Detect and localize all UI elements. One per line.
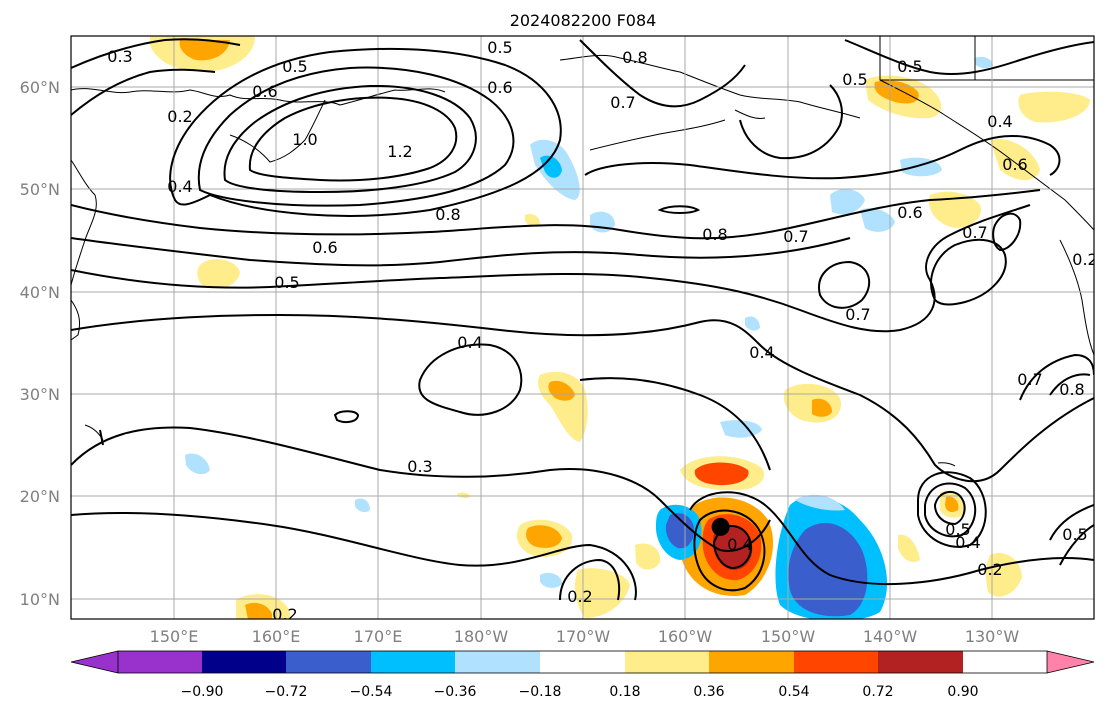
negative-anomaly-storm-core [665,513,695,549]
contour-label: 0.3 [107,47,132,66]
contour-label: 0.8 [702,225,727,244]
colorbar-segment [709,651,794,673]
contour-labels: 0.3 0.2 0.4 0.5 0.6 0.8 1.0 1.2 0.6 0.5 … [107,38,1097,624]
positive-anomaly-north-storm-core [694,462,749,486]
colorbar-tick-label: 0.72 [862,684,893,700]
colorbar-tick-label: 0.90 [947,684,978,700]
contour-label: 0.5 [487,38,512,57]
contour-label: 0.4 [955,533,980,552]
negative-anomaly-fringe [795,494,845,511]
contour-label: 0.7 [1017,370,1042,389]
colorbar-tick-label: 0.18 [609,684,640,700]
colorbar-segment [202,651,286,673]
lon-label: 150°W [761,627,816,646]
graticule [71,36,1094,619]
contour-label: 0.6 [312,238,337,257]
contour-label: 0.4 [987,112,1012,131]
contour-label: 0.2 [167,107,192,126]
lon-label: 140°W [863,627,918,646]
contour-label: 0.3 [407,457,432,476]
contour-label: 0.6 [487,78,512,97]
contour-label: 0.2 [1072,250,1097,269]
contour-label: 0.2 [977,560,1002,579]
colorbar-ticks: −0.90 −0.72 −0.54 −0.36 −0.18 0.18 0.36 … [181,684,979,700]
contour-label: 0.7 [962,223,987,242]
figure-title: 2024082200 F084 [510,11,657,30]
contour-label: 0.8 [435,205,460,224]
contour-label: 0.5 [945,520,970,539]
colorbar-segment [794,651,878,673]
colorbar-segment [540,651,625,673]
contour-label: 0.6 [1002,155,1027,174]
colorbar-max-extension [1047,651,1094,673]
contour-label: 0.4 [727,535,752,554]
contour-lines [71,38,1094,601]
longitude-labels: 150°E 160°E 170°E 180°W 170°W 160°W 150°… [150,627,1020,646]
colorbar-segment [878,651,963,673]
lat-label: 10°N [20,590,60,609]
colorbar-tick-label: −0.54 [350,684,393,700]
lon-label: 170°E [354,627,403,646]
contour-label: 0.7 [845,305,870,324]
lon-label: 160°E [252,627,301,646]
lat-label: 30°N [20,385,60,404]
contour-label: 0.8 [1059,380,1084,399]
contour-label: 0.5 [897,57,922,76]
lat-label: 50°N [20,180,60,199]
contour-label: 0.5 [274,273,299,292]
negative-anomaly-core [788,522,868,617]
colorbar-segment [286,651,371,673]
lat-label: 60°N [20,78,60,97]
colorbar-tick-label: 0.54 [778,684,809,700]
colorbar-min-extension [71,651,118,673]
colorbar-frame [117,650,1048,674]
contour-label: 0.7 [783,227,808,246]
latitude-labels: 60°N 50°N 40°N 30°N 20°N 10°N [20,78,60,609]
colorbar: −0.90 −0.72 −0.54 −0.36 −0.18 0.18 0.36 … [70,650,1095,700]
contour-label: 0.4 [749,343,774,362]
colorbar-tick-label: 0.36 [693,684,724,700]
lat-label: 40°N [20,283,60,302]
map-area: 0.3 0.2 0.4 0.5 0.6 0.8 1.0 1.2 0.6 0.5 … [71,36,1097,624]
contour-label: 0.5 [842,70,867,89]
lon-label: 160°W [658,627,713,646]
lon-label: 170°W [556,627,611,646]
contour-label: 0.7 [610,93,635,112]
contour-label: 1.2 [387,142,412,161]
contour-label: 1.0 [292,130,317,149]
lon-label: 180°W [454,627,509,646]
colorbar-segment [455,651,540,673]
colorbar-tick-label: −0.36 [434,684,477,700]
contour-label: 0.5 [282,57,307,76]
contour-label: 0.2 [272,605,297,624]
shaded-anomalies [150,36,1090,619]
map-frame [70,35,1095,620]
storm-center-marker [711,517,730,536]
contour-label: 0.8 [622,48,647,67]
lon-label: 150°E [150,627,199,646]
colorbar-tick-label: −0.72 [265,684,308,700]
positive-anomaly-storm-core [713,524,753,570]
contour-label: 0.4 [457,333,482,352]
contour-label: 0.2 [567,587,592,606]
colorbar-segments [118,651,963,673]
contour-label: 0.6 [252,82,277,101]
lon-label: 130°W [965,627,1020,646]
colorbar-tick-label: −0.18 [519,684,562,700]
contour-label: 0.6 [897,203,922,222]
lat-label: 20°N [20,487,60,506]
contour-label: 0.4 [167,177,192,196]
colorbar-segment [118,651,202,673]
colorbar-segment [371,651,455,673]
colorbar-segment [625,651,709,673]
colorbar-tick-label: −0.90 [181,684,224,700]
contour-label: 0.5 [1062,525,1087,544]
